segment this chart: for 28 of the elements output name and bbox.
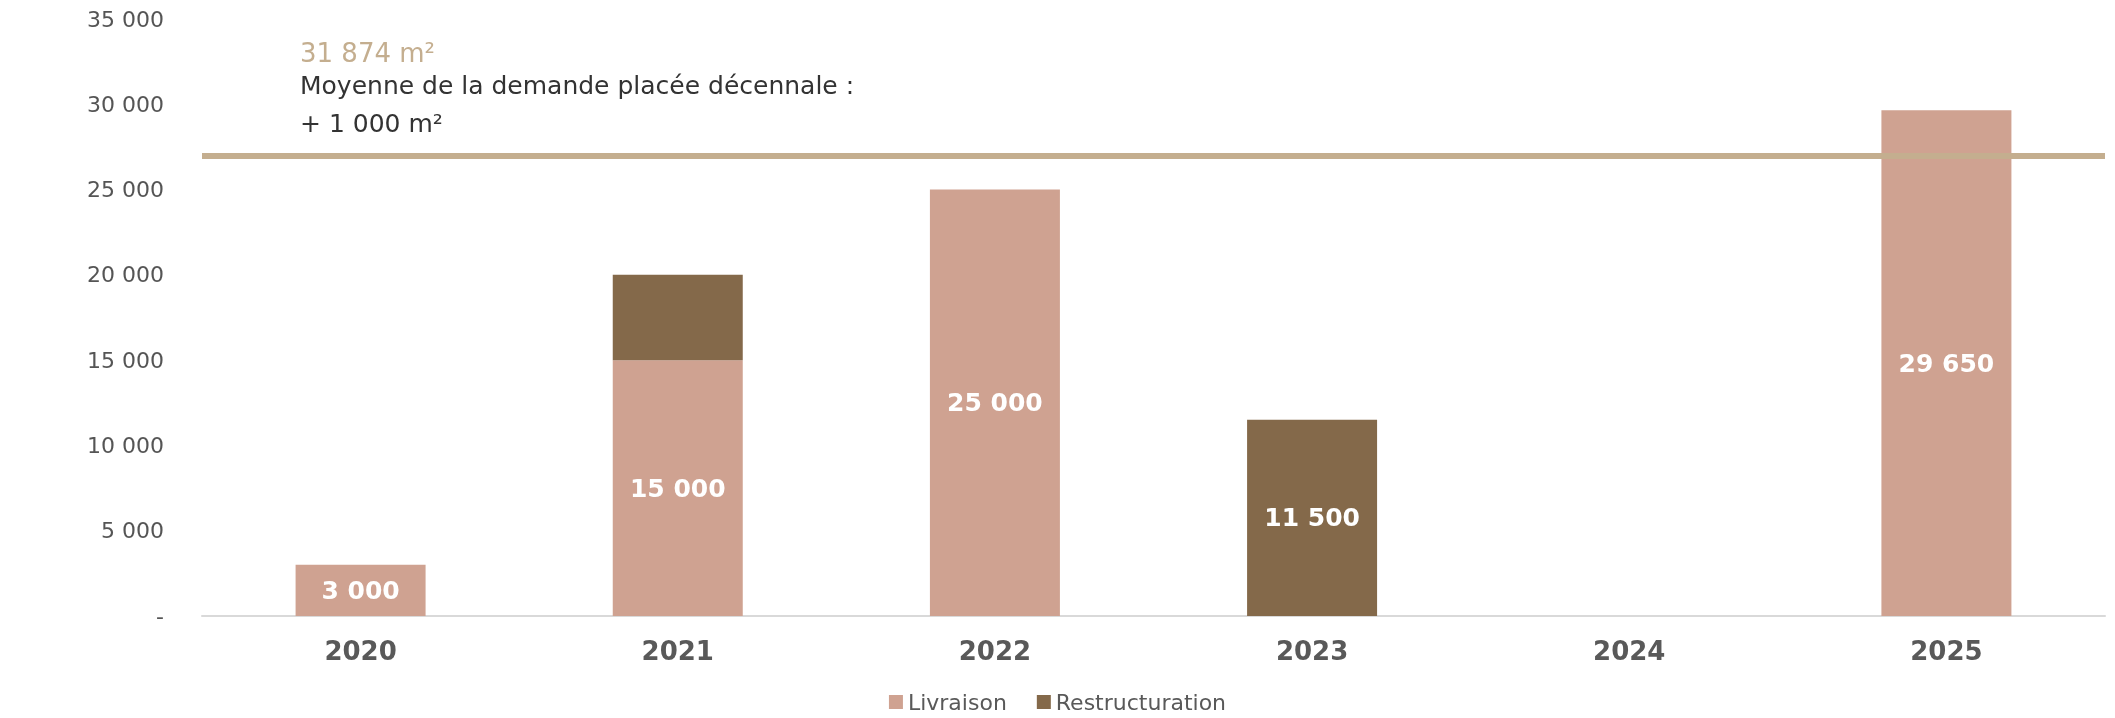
x-tick-label: 2025 xyxy=(1910,636,1983,666)
y-tick-label: 35 000 xyxy=(87,6,164,32)
data-label: 3 000 xyxy=(321,575,400,605)
x-tick-label: 2023 xyxy=(1275,636,1349,666)
data-label: 11 500 xyxy=(1264,503,1360,533)
y-tick-label: 25 000 xyxy=(87,177,164,203)
y-tick-label: 10 000 xyxy=(87,432,164,458)
y-tick-label: - xyxy=(156,603,164,629)
data-label: 25 000 xyxy=(947,388,1043,418)
x-tick-label: 2024 xyxy=(1593,636,1666,666)
data-label: 29 650 xyxy=(1898,348,1995,378)
x-tick-label: 2021 xyxy=(641,636,714,666)
bar xyxy=(929,189,1060,616)
legend-label: Livraison xyxy=(907,689,1007,715)
y-tick-label: 5 000 xyxy=(101,518,164,544)
annotation: Moyenne de la demande placée décennale : xyxy=(300,71,855,101)
y-tick-label: 20 000 xyxy=(87,262,164,288)
legend-label: Restructuration xyxy=(1055,689,1227,715)
annotation: + 1 000 m² xyxy=(300,109,443,139)
bar xyxy=(612,360,743,616)
y-tick-label: 30 000 xyxy=(87,91,164,117)
y-tick-label: 15 000 xyxy=(87,347,164,373)
bar xyxy=(612,274,743,361)
data-label: 15 000 xyxy=(629,473,726,503)
x-tick-label: 2022 xyxy=(958,636,1032,666)
bar xyxy=(1247,419,1378,616)
x-tick-label: 2020 xyxy=(324,636,397,666)
ref-line-label: 31 874 m² xyxy=(300,38,435,69)
